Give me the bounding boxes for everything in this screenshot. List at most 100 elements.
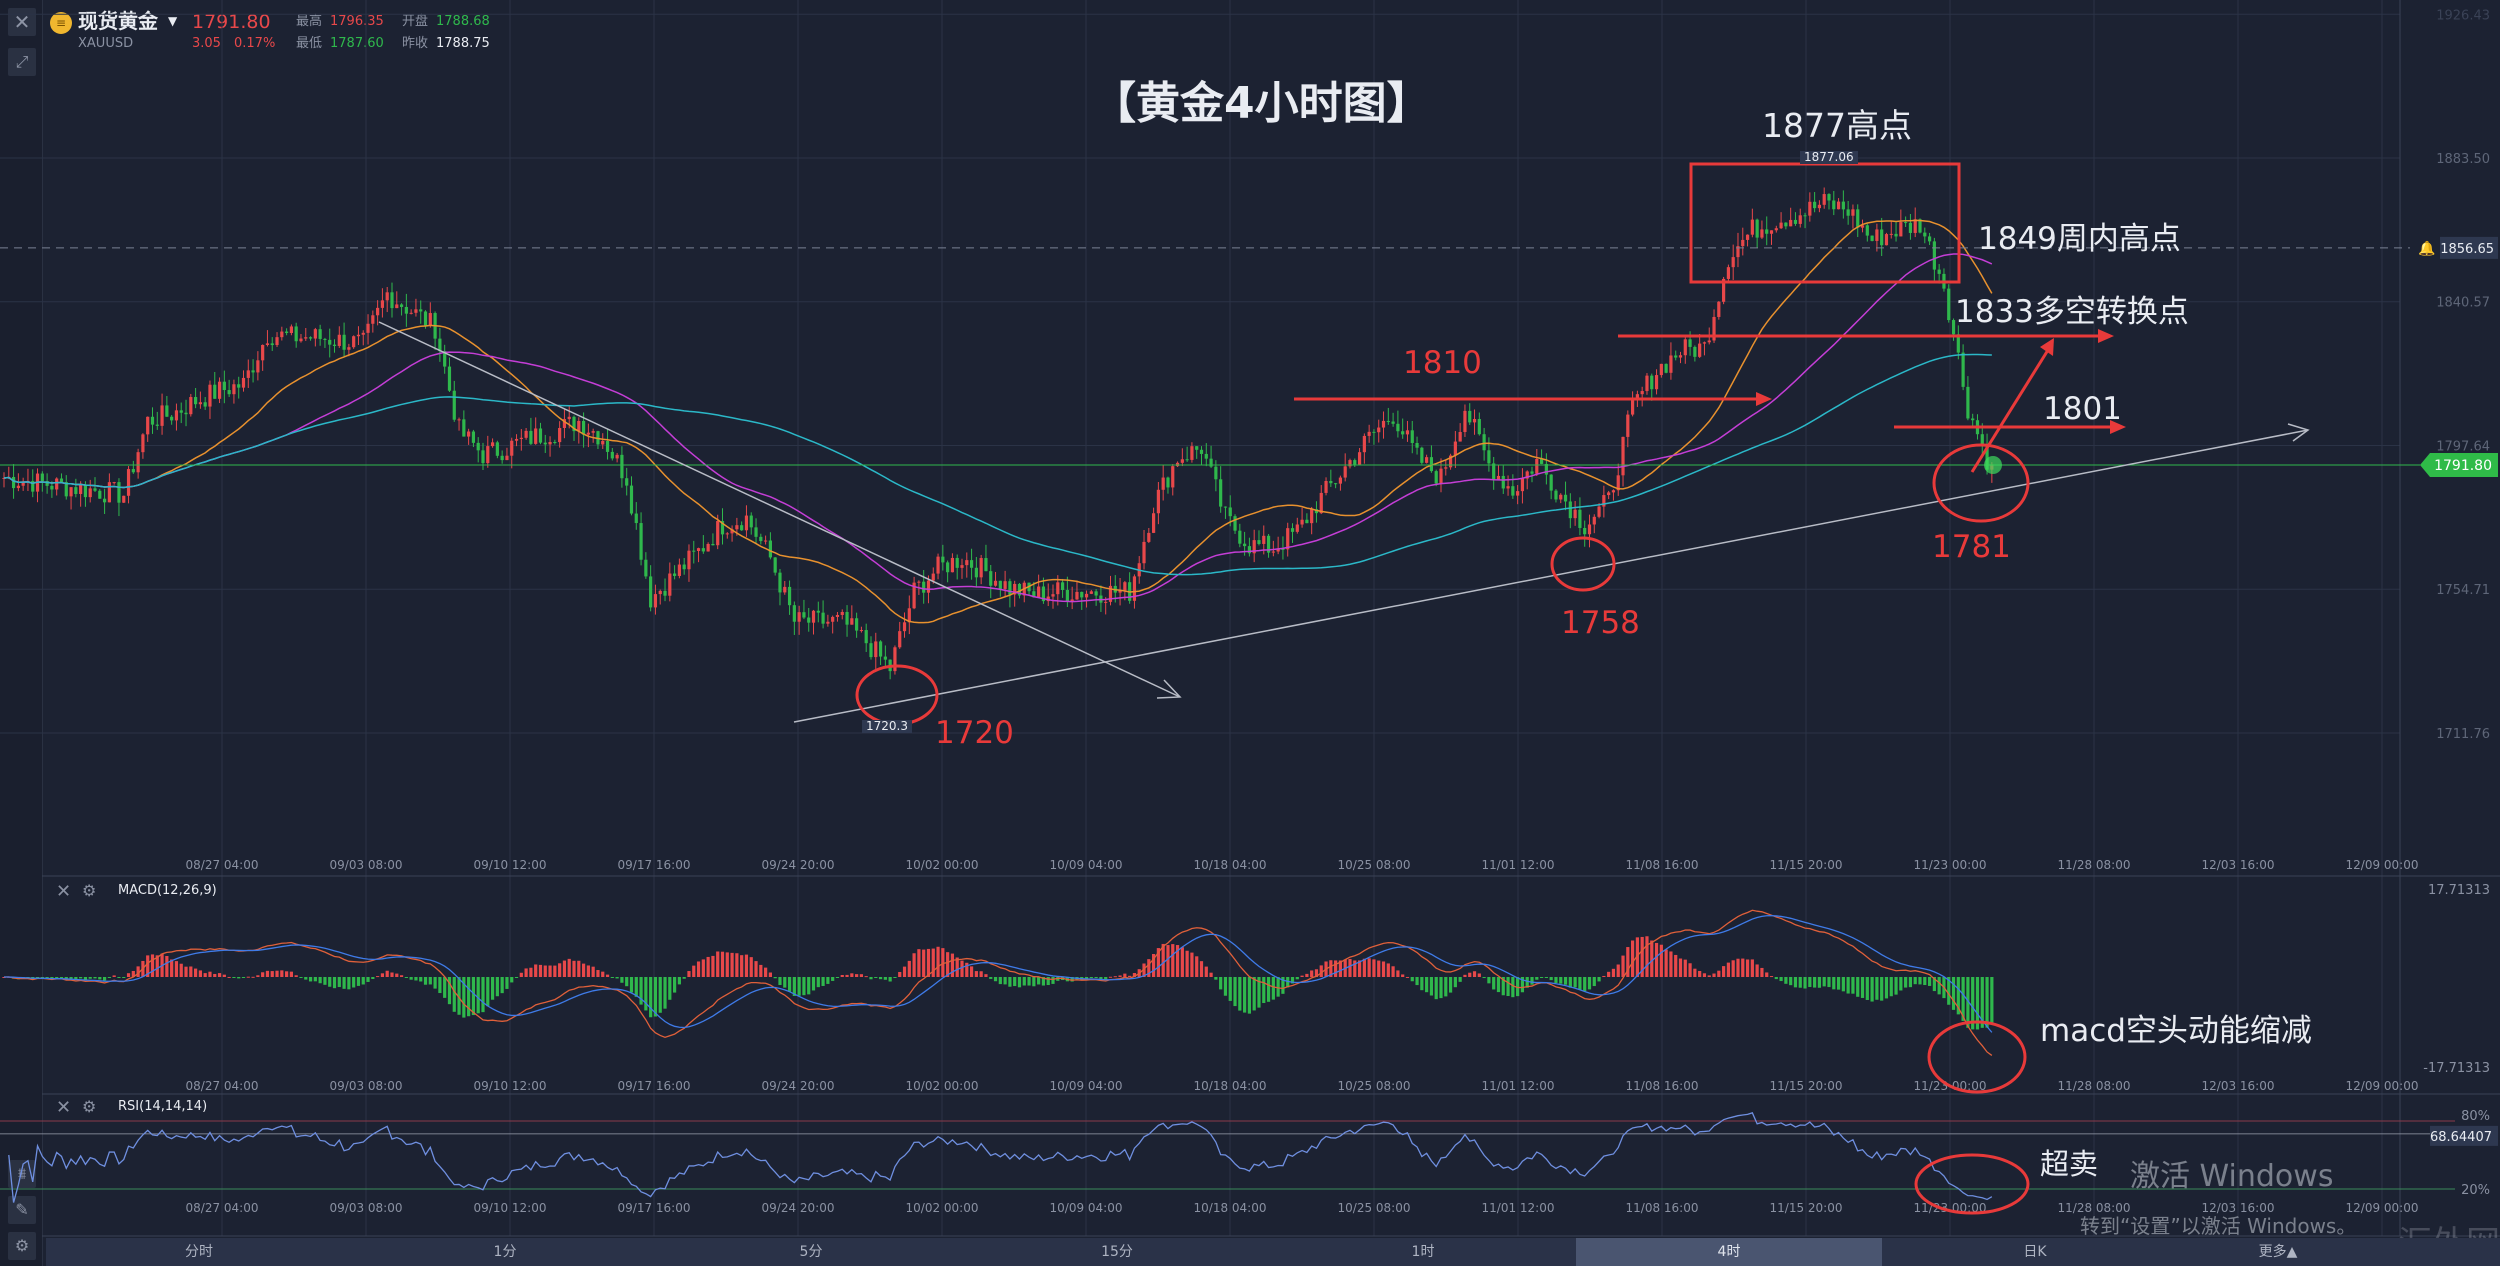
timeframe-tab[interactable]: 5分	[799, 1244, 823, 1260]
candle-body	[1980, 434, 1984, 445]
candle-body	[519, 437, 523, 439]
candle-body	[1573, 509, 1577, 519]
axes: 1926.43 1883.50 1840.57 1797.64 1754.71 1711.…	[0, 0, 2500, 1237]
time-axis-label: 10/02 00:00	[906, 1201, 979, 1215]
candle-body	[1635, 394, 1639, 400]
time-axis-label: 11/08 16:00	[1626, 858, 1699, 872]
candle-body	[1808, 201, 1812, 216]
timeframe-tab[interactable]: 分时	[185, 1244, 213, 1260]
macd-bar	[591, 966, 595, 977]
candle-body	[136, 452, 140, 473]
macd-bar	[696, 961, 701, 977]
candle-body	[1262, 535, 1266, 544]
candle-body	[1247, 546, 1251, 554]
macd-bar	[1640, 936, 1644, 977]
candle-body	[735, 525, 739, 530]
macd-bar	[251, 976, 255, 978]
macd-bar	[1204, 966, 1208, 977]
macd-bar	[352, 977, 356, 988]
high-value: 1796.35	[330, 14, 384, 29]
macd-bar	[438, 977, 442, 994]
close-icon[interactable]: ✕	[8, 8, 36, 36]
candle-body	[1434, 471, 1438, 484]
macd-bar	[548, 965, 552, 977]
macd-bar	[385, 970, 389, 977]
rsi-upper-label: 80%	[2461, 1109, 2490, 1124]
macd-bar	[984, 974, 988, 977]
macd-bar	[1238, 977, 1242, 1011]
prev-close-label: 昨收	[402, 36, 429, 51]
macd-axis-max: 17.71313	[2428, 883, 2490, 898]
candle-body	[423, 311, 428, 326]
macd-bar	[1022, 977, 1026, 986]
candle-body	[644, 559, 648, 577]
dropdown-icon[interactable]: ▼	[168, 14, 178, 28]
macd-bar	[1932, 977, 1936, 992]
draw-tool-icon[interactable]: ⤢	[8, 48, 36, 76]
macd-bar	[1683, 959, 1687, 977]
candle-body	[184, 412, 188, 415]
macd-bar	[673, 977, 677, 993]
more-timeframes[interactable]: 更多▲	[2258, 1244, 2298, 1260]
macd-bar	[730, 952, 734, 977]
candle-body	[759, 536, 763, 542]
macd-bar	[1707, 975, 1711, 977]
candle-body	[797, 612, 801, 622]
timeframe-tab[interactable]: 日K	[2023, 1244, 2047, 1260]
candle-body	[294, 326, 298, 342]
macd-close-icon[interactable]: ✕	[56, 881, 72, 902]
timeframe-tab[interactable]: 15分	[1101, 1244, 1133, 1260]
macd-bar	[1769, 976, 1774, 978]
candle-body	[1118, 590, 1122, 593]
candle-body	[428, 313, 432, 326]
rsi-settings-icon[interactable]: ⚙	[82, 1097, 97, 1116]
macd-bar	[198, 970, 202, 977]
candle-body	[189, 397, 193, 415]
candle-body	[1712, 316, 1716, 341]
candle-body	[1956, 334, 1960, 353]
ascending-trendline	[793, 429, 2309, 723]
macd-bar	[179, 963, 183, 977]
candle-body	[1391, 421, 1395, 424]
macd-bar	[423, 977, 428, 985]
candle-body	[1123, 582, 1127, 591]
macd-bar	[1635, 937, 1639, 977]
macd-bar	[711, 955, 715, 977]
price-chart[interactable]: 1926.43 1883.50 1840.57 1797.64 1754.71 1711.…	[0, 0, 2500, 1238]
macd-bar	[969, 966, 974, 977]
candle-body	[1520, 478, 1525, 492]
macd-bar	[716, 951, 720, 977]
macd-bar	[1554, 977, 1558, 984]
settings-icon[interactable]: ⚙	[8, 1232, 36, 1260]
pencil-icon[interactable]: ✎	[8, 1196, 36, 1224]
instrument-name[interactable]: 现货黄金	[78, 9, 158, 33]
candle-body	[174, 410, 179, 421]
macd-bar	[505, 977, 509, 989]
time-axis-label: 12/03 16:00	[2202, 1201, 2275, 1215]
macd-bar	[1084, 977, 1089, 980]
macd-bar	[1396, 970, 1400, 977]
macd-bar	[1587, 977, 1592, 990]
candle-body	[1602, 495, 1606, 507]
timeframe-tab-active[interactable]: 4时	[1576, 1238, 1882, 1266]
candle-body	[155, 424, 159, 426]
macd-bar	[653, 977, 658, 1017]
candle-body	[1563, 494, 1568, 502]
macd-bar	[1113, 976, 1117, 978]
prev-close-value: 1788.75	[436, 36, 490, 51]
timeframe-tab[interactable]: 1时	[1411, 1244, 1435, 1260]
time-axis-label: 12/09 00:00	[2346, 1201, 2419, 1215]
macd-settings-icon[interactable]: ⚙	[82, 881, 97, 900]
macd-bar	[1496, 977, 1501, 993]
candle-body	[629, 485, 634, 514]
rsi-close-icon[interactable]: ✕	[56, 1097, 72, 1118]
candle-body	[1769, 230, 1774, 234]
candle-body	[1927, 236, 1932, 242]
candle-body	[1243, 543, 1247, 547]
timeframe-tab[interactable]: 1分	[493, 1244, 517, 1260]
macd-bar	[1386, 963, 1390, 977]
macd-bar	[998, 977, 1002, 985]
macd-bar	[1516, 977, 1520, 997]
candle-body	[1971, 418, 1975, 421]
macd-bar	[304, 977, 308, 980]
